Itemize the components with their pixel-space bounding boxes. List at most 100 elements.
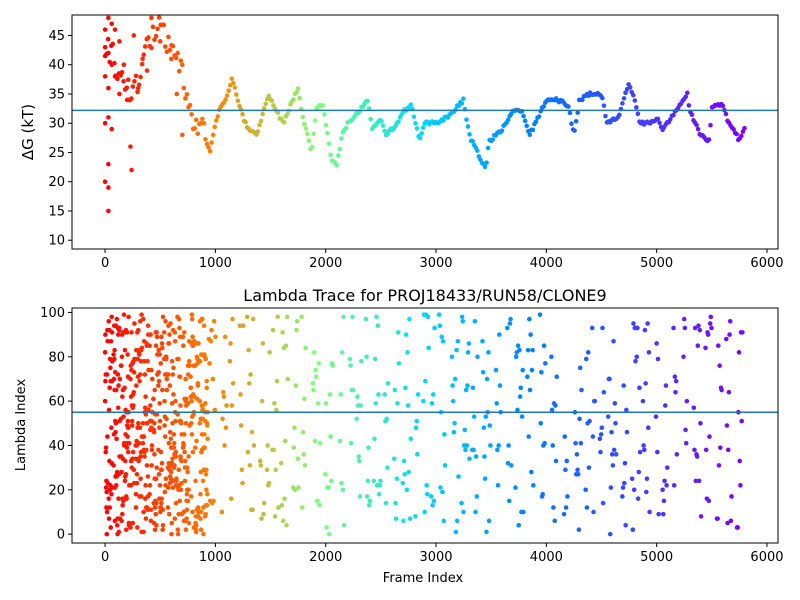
lambda-point xyxy=(327,531,332,537)
lambda-point xyxy=(356,454,362,459)
y-tick-label: 10 xyxy=(48,234,65,249)
delta-g-point xyxy=(521,113,526,119)
lambda-point xyxy=(156,369,162,375)
lambda-point xyxy=(662,403,668,408)
lambda-point xyxy=(285,376,291,382)
lambda-point xyxy=(484,529,489,535)
delta-g-point xyxy=(723,111,729,117)
lambda-point xyxy=(583,356,589,362)
lambda-point xyxy=(683,427,688,433)
lambda-points xyxy=(102,312,745,537)
lambda-point xyxy=(128,525,133,530)
lambda-point xyxy=(195,383,201,388)
lambda-point xyxy=(513,485,518,490)
lambda-point xyxy=(366,445,371,450)
lambda-point xyxy=(131,389,137,395)
lambda-point xyxy=(608,485,614,490)
lambda-point xyxy=(348,440,354,446)
lambda-point xyxy=(137,378,142,384)
lambda-point xyxy=(610,463,616,468)
delta-g-point xyxy=(708,122,713,128)
lambda-point xyxy=(561,511,567,517)
lambda-point xyxy=(109,491,114,497)
lambda-point xyxy=(203,356,208,362)
delta-g-point xyxy=(305,131,310,137)
lambda-point xyxy=(521,509,526,515)
lambda-point xyxy=(329,478,334,484)
lambda-point xyxy=(400,480,406,486)
lambda-point xyxy=(116,325,122,331)
lambda-point xyxy=(624,407,629,413)
lambda-point xyxy=(385,465,390,470)
lambda-point xyxy=(438,485,443,490)
lambda-point xyxy=(134,471,140,477)
lambda-point xyxy=(471,447,476,453)
lambda-point xyxy=(698,514,704,519)
lambda-point xyxy=(171,392,176,397)
lambda-point xyxy=(656,511,661,517)
lambda-point xyxy=(115,332,121,337)
lambda-point xyxy=(442,432,447,437)
lambda-point xyxy=(170,372,176,377)
delta-g-point xyxy=(569,121,574,127)
delta-g-point xyxy=(129,167,134,173)
lambda-point xyxy=(270,327,276,333)
lambda-point xyxy=(205,491,210,497)
lambda-point xyxy=(203,511,208,517)
lambda-point xyxy=(157,352,162,357)
lambda-point xyxy=(124,330,130,335)
delta-g-point xyxy=(240,111,245,117)
lambda-point xyxy=(168,321,173,326)
lambda-point xyxy=(725,447,731,453)
lambda-point xyxy=(188,494,194,499)
lambda-point xyxy=(378,478,383,484)
lambda-point xyxy=(149,463,154,468)
lambda-point xyxy=(310,381,316,386)
lambda-panel: Lambda Trace for PROJ18433/RUN58/CLONE9 … xyxy=(14,286,784,586)
lambda-point xyxy=(486,350,491,355)
lambda-point xyxy=(197,398,203,404)
lambda-point xyxy=(141,509,146,515)
lambda-point xyxy=(198,509,204,515)
lambda-point xyxy=(525,374,530,380)
lambda-point xyxy=(313,374,319,380)
lambda-point xyxy=(134,383,139,388)
delta-g-point xyxy=(132,78,137,84)
lambda-point xyxy=(563,467,568,473)
delta-g-point xyxy=(575,110,580,115)
x-tick-label: 0 xyxy=(101,256,109,271)
delta-g-point xyxy=(107,59,113,65)
lambda-point xyxy=(664,483,669,488)
lambda-point xyxy=(623,522,628,528)
lambda-point xyxy=(601,389,607,395)
lambda-point xyxy=(402,471,408,477)
lambda-point xyxy=(291,445,297,450)
lambda-point xyxy=(422,509,427,515)
delta-g-point xyxy=(686,103,692,108)
lambda-point xyxy=(467,456,472,462)
lambda-point xyxy=(486,518,492,524)
lambda-point xyxy=(466,341,472,346)
lambda-point xyxy=(739,418,745,424)
lambda-point xyxy=(355,394,360,399)
delta-g-point xyxy=(121,78,126,84)
lambda-point xyxy=(563,505,569,510)
lambda-point xyxy=(186,358,192,364)
lambda-point xyxy=(122,458,128,464)
lambda-point xyxy=(508,316,513,322)
delta-g-point xyxy=(106,85,111,91)
lambda-point xyxy=(647,509,652,515)
lambda-point xyxy=(317,440,323,446)
lambda-point xyxy=(124,445,130,450)
lambda-point xyxy=(735,525,741,530)
lambda-point xyxy=(106,319,112,324)
lambda-point xyxy=(171,365,176,371)
lambda-point xyxy=(186,487,191,493)
lambda-point xyxy=(633,358,638,364)
lambda-point xyxy=(275,314,281,320)
lambda-point xyxy=(372,356,378,362)
lambda-point xyxy=(583,487,588,493)
y-tick-label: 0 xyxy=(57,528,65,543)
delta-g-point xyxy=(192,126,197,131)
lambda-point xyxy=(174,476,179,482)
